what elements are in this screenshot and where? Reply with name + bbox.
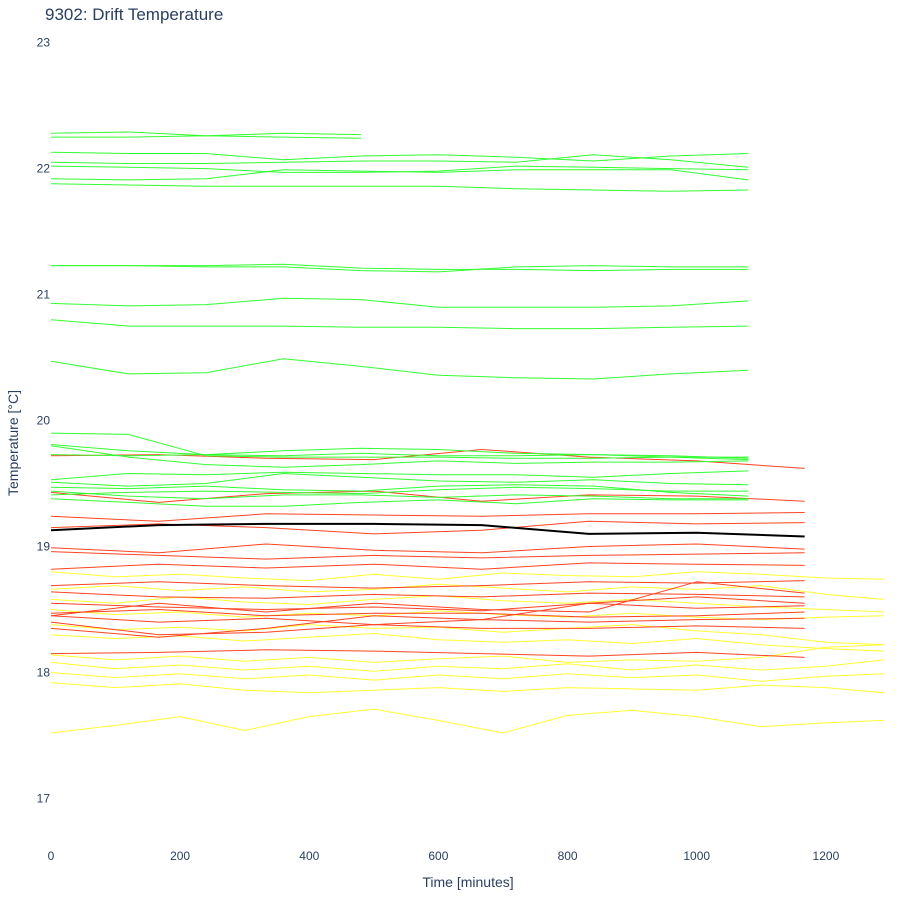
series-line-green-10 <box>50 297 749 308</box>
x-tick-label: 600 <box>428 849 448 863</box>
y-tick-label: 19 <box>37 540 51 554</box>
chart-title: 9302: Drift Temperature <box>45 5 223 24</box>
series-line-green-13 <box>50 432 749 459</box>
series-line-green-15 <box>50 445 749 468</box>
series-line-green-22 <box>50 486 749 496</box>
series-line-red-33 <box>50 609 805 618</box>
series-line-red-27 <box>50 543 805 554</box>
y-axis-ticks: 17 18 19 20 21 22 23 <box>37 36 51 806</box>
series-line-green-4 <box>50 154 749 168</box>
x-tick-label: 0 <box>48 849 55 863</box>
series-line-green-14 <box>50 444 749 461</box>
series-line-green-19 <box>50 484 749 497</box>
series-line-red-29 <box>50 562 805 570</box>
series-line-yellow-46 <box>50 659 885 672</box>
y-tick-label: 23 <box>37 36 51 50</box>
series-line-red-30 <box>50 580 805 589</box>
y-tick-label: 20 <box>37 414 51 428</box>
x-tick-label: 800 <box>558 849 578 863</box>
x-tick-label: 1200 <box>813 849 840 863</box>
series-line-yellow-48 <box>50 682 885 694</box>
series-line-yellow-47 <box>50 672 885 682</box>
series-line-green-2 <box>51 135 362 139</box>
series-line-red-28 <box>50 551 805 560</box>
series-line-green-21 <box>50 498 749 507</box>
series-line-highlight <box>50 522 805 538</box>
series-line-yellow-44 <box>50 633 885 652</box>
series-line-green-8 <box>51 263 749 272</box>
y-tick-label: 17 <box>37 792 51 806</box>
series-line-green-20 <box>50 490 749 500</box>
series-line-red-38 <box>50 649 805 658</box>
y-axis-label: Temperature [°C] <box>5 390 21 496</box>
x-tick-label: 400 <box>299 849 319 863</box>
series-line-yellow-45 <box>50 644 885 663</box>
plot-area <box>50 131 885 734</box>
series-line-green-9 <box>51 265 749 273</box>
series-line-red-31 <box>50 591 805 599</box>
series-line-red-25 <box>50 512 805 522</box>
series-line-green-16 <box>50 447 749 459</box>
x-tick-label: 1000 <box>683 849 710 863</box>
series-line-red-32 <box>50 602 805 612</box>
series-line-green-7 <box>50 183 749 192</box>
y-tick-label: 18 <box>37 666 51 680</box>
x-axis-ticks: 0 200 400 600 800 1000 1200 <box>48 849 840 863</box>
series-line-green-17 <box>50 470 749 481</box>
series-line-red-36 <box>50 581 805 617</box>
series-line-green-6 <box>50 169 749 181</box>
series-line-red-34 <box>50 615 805 626</box>
series-line-red-24 <box>50 490 805 503</box>
y-tick-label: 22 <box>37 162 51 176</box>
x-axis-label: Time [minutes] <box>422 874 513 890</box>
series-line-green-18 <box>50 473 749 487</box>
x-tick-label: 200 <box>170 849 190 863</box>
series-line-red-37 <box>50 596 805 638</box>
series-line-red-35 <box>50 621 805 636</box>
series-line-green-3 <box>50 151 749 162</box>
series-line-yellow-39 <box>50 571 885 582</box>
series-line-green-12 <box>50 358 749 380</box>
y-tick-label: 21 <box>37 288 51 302</box>
series-line-green-11 <box>50 319 749 330</box>
series-line-yellow-43 <box>50 624 885 646</box>
series-line-yellow-49 <box>50 708 885 734</box>
